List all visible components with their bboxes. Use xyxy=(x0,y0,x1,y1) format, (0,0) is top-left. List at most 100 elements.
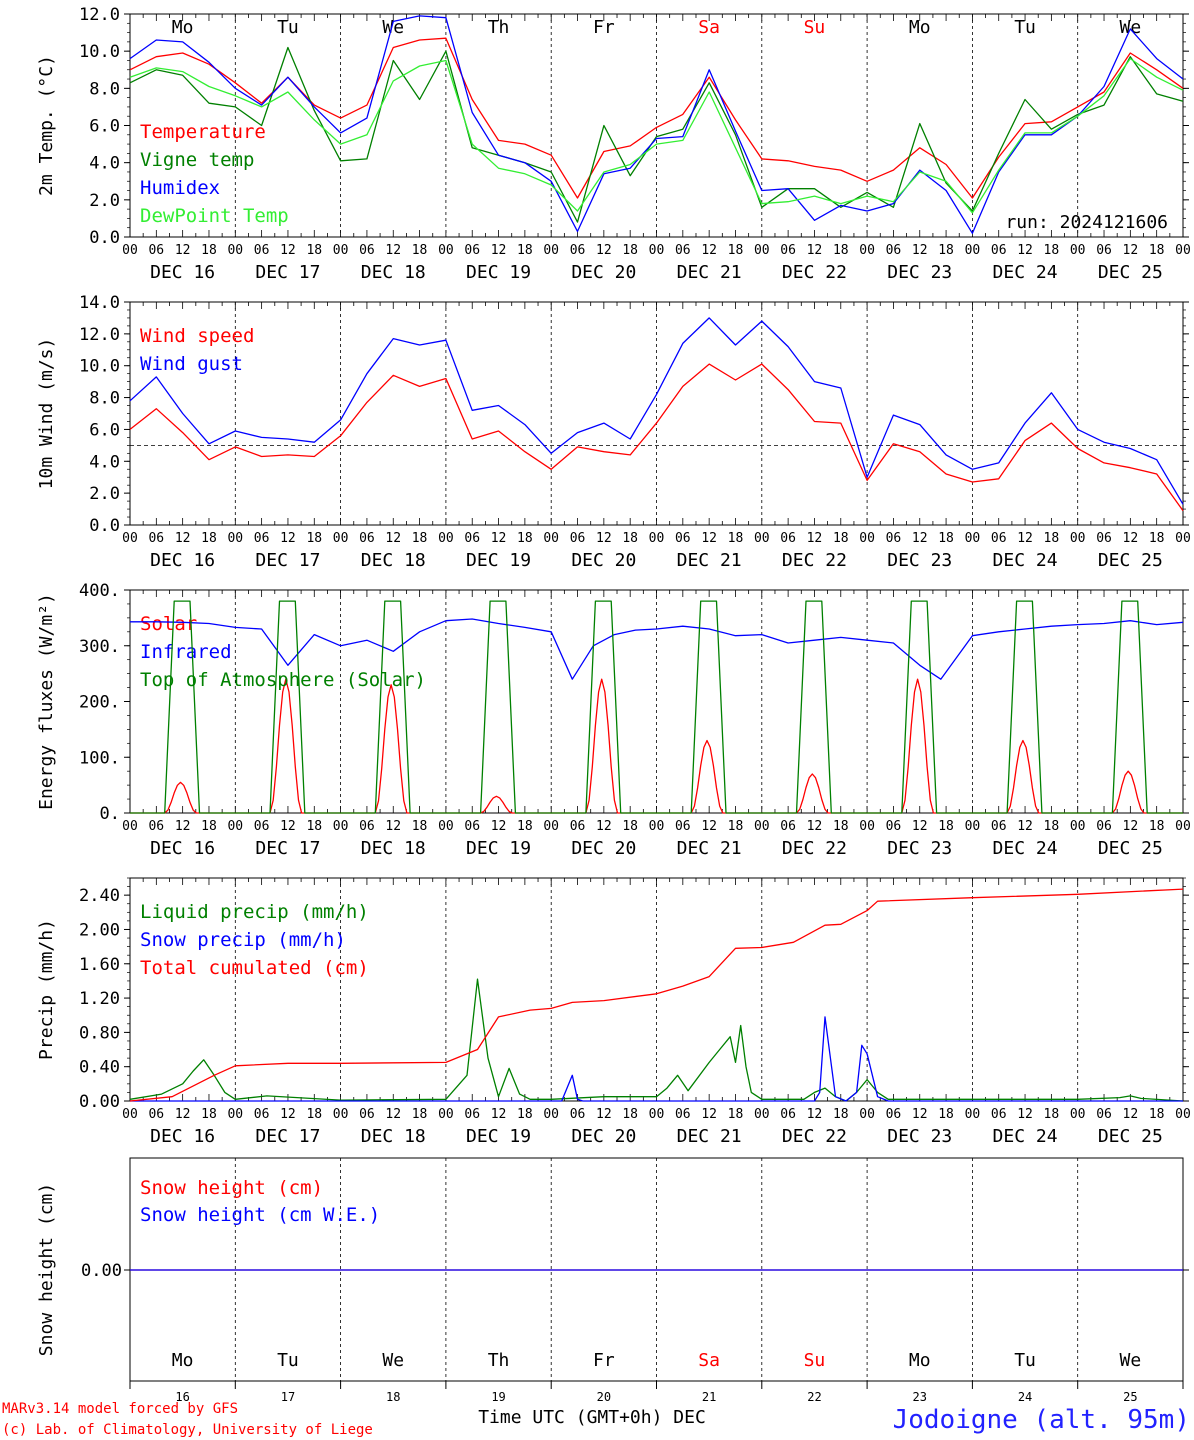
hour-tick-label: 06 xyxy=(991,1107,1007,1122)
hour-tick-label: 00 xyxy=(543,243,559,258)
y-tick-label: 0.00 xyxy=(79,1092,120,1112)
hour-tick-label: 06 xyxy=(886,1107,902,1122)
hour-tick-label: 12 xyxy=(1123,243,1139,258)
day-name-label: Mo xyxy=(909,17,931,38)
hour-tick-label: 00 xyxy=(333,531,349,546)
legend-entry: Solar xyxy=(140,613,197,635)
date-label: DEC 23 xyxy=(887,550,952,571)
series-line xyxy=(130,1016,1183,1102)
day-number-label: 22 xyxy=(807,1390,821,1404)
hour-tick-label: 12 xyxy=(1123,531,1139,546)
hour-tick-label: 12 xyxy=(280,819,296,834)
hour-tick-label: 00 xyxy=(122,531,138,546)
hour-tick-label: 18 xyxy=(833,819,849,834)
y-tick-label: 8.0 xyxy=(89,389,120,409)
hour-tick-label: 06 xyxy=(675,243,691,258)
date-label: DEC 24 xyxy=(993,838,1058,859)
day-number-label: 23 xyxy=(913,1390,927,1404)
y-tick-label: 4.0 xyxy=(89,452,120,472)
date-label: DEC 20 xyxy=(571,1126,636,1147)
hour-tick-label: 18 xyxy=(1149,819,1165,834)
day-number-label: 21 xyxy=(702,1390,716,1404)
legend-entry: Total cumulated (cm) xyxy=(140,957,369,979)
y-tick-label: 0.80 xyxy=(79,1023,120,1043)
date-label: DEC 25 xyxy=(1098,262,1163,283)
run-label: run: 2024121606 xyxy=(1005,212,1168,233)
hour-tick-label: 06 xyxy=(359,819,375,834)
hour-tick-label: 18 xyxy=(1149,243,1165,258)
date-label: DEC 24 xyxy=(993,550,1058,571)
y-tick-label: 300. xyxy=(79,637,120,657)
y-tick-label: 400. xyxy=(79,581,120,601)
hour-tick-label: 12 xyxy=(912,819,928,834)
station-name: Jodoigne (alt. 95m) xyxy=(893,1405,1190,1435)
series-line xyxy=(129,978,1184,1102)
legend-entry: Wind gust xyxy=(140,353,243,375)
wind-panel: 0.0 2.0 4.0 6.0 8.0 10.0 12.0 14.0 10m Wind (m/s… xyxy=(36,293,1191,571)
y-axis-title: 10m Wind (m/s) xyxy=(36,338,57,490)
lab-credit: (c) Lab. of Climatology, University of L… xyxy=(2,1422,373,1438)
date-label: DEC 24 xyxy=(993,1126,1058,1147)
series-line xyxy=(129,317,1184,505)
hour-tick-label: 12 xyxy=(175,243,191,258)
hour-tick-label: 18 xyxy=(622,243,638,258)
snow-height-panel: 0.00 Snow height (cm) Mo Tu We Th Fr Sa Su Mo Tu We… xyxy=(36,1157,1189,1404)
hour-tick-label: 18 xyxy=(622,1107,638,1122)
date-label: DEC 22 xyxy=(782,262,847,283)
day-name-label: Mo xyxy=(909,1350,931,1371)
date-label: DEC 22 xyxy=(782,1126,847,1147)
hour-tick-label: 06 xyxy=(1096,819,1112,834)
day-number-label: 20 xyxy=(597,1390,611,1404)
hour-tick-label: 18 xyxy=(938,1107,954,1122)
hour-tick-label: 00 xyxy=(543,1107,559,1122)
hour-tick-label: 12 xyxy=(596,819,612,834)
y-tick-label: 2.40 xyxy=(79,886,120,906)
date-label: DEC 19 xyxy=(466,1126,531,1147)
hour-tick-label: 18 xyxy=(306,531,322,546)
hour-tick-label: 18 xyxy=(938,531,954,546)
hour-tick-label: 06 xyxy=(991,819,1007,834)
date-label: DEC 21 xyxy=(677,550,742,571)
day-name-label: We xyxy=(382,1350,404,1371)
hour-tick-label: 18 xyxy=(517,1107,533,1122)
hour-tick-label: 12 xyxy=(175,1107,191,1122)
legend-entry: Humidex xyxy=(140,177,220,199)
temperature-panel: 0.0 2.0 4.0 6.0 8.0 10.0 12.0 2m Temp. (°C) 00 06… xyxy=(36,5,1191,283)
hour-tick-label: 18 xyxy=(728,1107,744,1122)
date-label: DEC 22 xyxy=(782,550,847,571)
y-tick-label: 0.40 xyxy=(79,1058,120,1078)
date-label: DEC 17 xyxy=(255,838,320,859)
hour-tick-label: 00 xyxy=(438,531,454,546)
hour-tick-label: 00 xyxy=(227,1107,243,1122)
hour-tick-label: 18 xyxy=(833,1107,849,1122)
hour-tick-label: 06 xyxy=(991,243,1007,258)
hour-tick-label: 06 xyxy=(570,1107,586,1122)
hour-tick-label: 00 xyxy=(1070,243,1086,258)
hour-tick-label: 06 xyxy=(780,819,796,834)
legend-entry: Snow precip (mm/h) xyxy=(140,929,346,951)
y-tick-label: 6.0 xyxy=(89,117,120,137)
date-label: DEC 21 xyxy=(677,1126,742,1147)
hour-tick-label: 06 xyxy=(148,531,164,546)
legend-entry: Snow height (cm) xyxy=(140,1177,323,1199)
hour-tick-label: 18 xyxy=(201,531,217,546)
day-number-label: 17 xyxy=(281,1390,295,1404)
energy-flux-panel: 0. 100. 200. 300. 400. Energy fluxes (W/m²) 00… xyxy=(36,581,1191,859)
hour-tick-label: 18 xyxy=(1149,1107,1165,1122)
legend-entry: Infrared xyxy=(140,641,232,663)
date-label: DEC 16 xyxy=(150,838,215,859)
series-line xyxy=(129,57,1184,214)
y-tick-label: 10.0 xyxy=(79,42,120,62)
legend-entry: Temperature xyxy=(140,121,266,143)
day-name-label: Su xyxy=(804,1350,826,1371)
hour-tick-label: 12 xyxy=(1017,243,1033,258)
hour-tick-label: 18 xyxy=(728,243,744,258)
hour-tick-label: 00 xyxy=(649,243,665,258)
day-name-label: Sa xyxy=(698,1350,720,1371)
series-line xyxy=(129,15,1184,234)
hour-tick-label: 18 xyxy=(517,243,533,258)
date-label: DEC 23 xyxy=(887,838,952,859)
hour-tick-label: 06 xyxy=(886,243,902,258)
hour-tick-label: 06 xyxy=(464,819,480,834)
